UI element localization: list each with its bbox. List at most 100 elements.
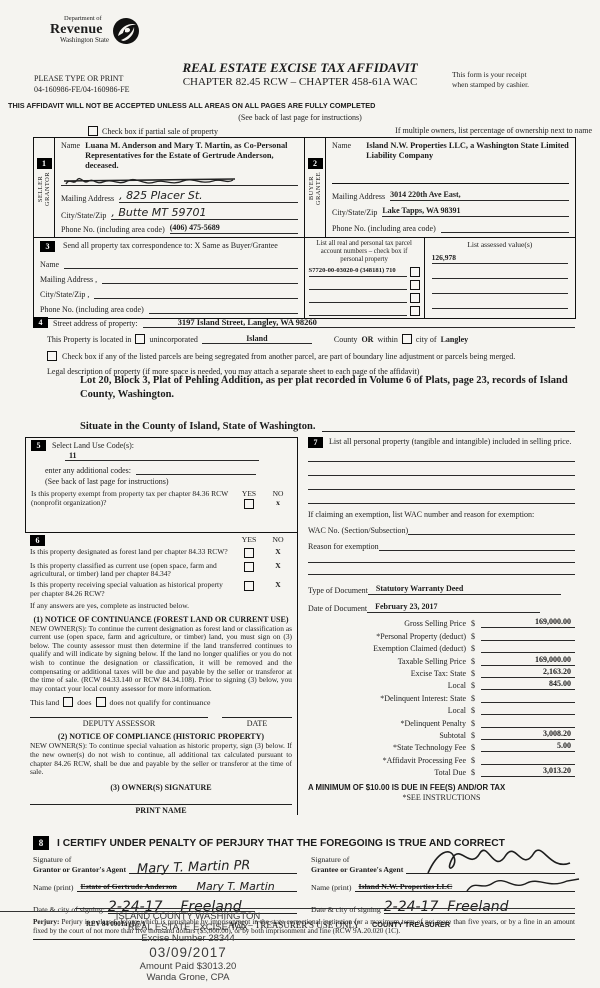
grantor-sig-label-2: Grantor or Grantor's Agent bbox=[33, 864, 127, 874]
perjury-lead: Perjury: bbox=[33, 918, 60, 926]
section1-number-badge: 1 bbox=[36, 158, 52, 169]
seller-mailing-value[interactable]: , 825 Placer St. bbox=[119, 189, 298, 203]
personal-property-line-4[interactable] bbox=[308, 490, 575, 504]
seller-csz-label: City/State/Zip bbox=[61, 210, 107, 220]
parcel-number-3[interactable] bbox=[308, 293, 407, 304]
wac-label: WAC No. (Section/Subsection) bbox=[308, 526, 409, 535]
seller-crossed-handwriting-line[interactable] bbox=[61, 172, 298, 186]
owners-signature-label: (3) OWNER(S) SIGNATURE bbox=[110, 782, 212, 792]
assessed-value-4[interactable] bbox=[431, 298, 568, 309]
fin-value-11[interactable] bbox=[481, 754, 575, 765]
unincorporated-checkbox[interactable] bbox=[135, 334, 146, 344]
city-value[interactable]: Langley bbox=[440, 335, 469, 344]
dollar-sign: $ bbox=[471, 631, 475, 641]
dollar-sign: $ bbox=[471, 755, 475, 765]
current-use-yes-checkbox[interactable] bbox=[244, 561, 254, 572]
buyer-mailing-value[interactable]: 3014 220th Ave East, bbox=[390, 190, 569, 201]
current-use-no-answer[interactable]: X bbox=[275, 560, 281, 570]
fin-value-1[interactable] bbox=[481, 630, 575, 641]
reason-field[interactable] bbox=[378, 540, 575, 551]
exempt-no-answer[interactable]: x bbox=[276, 497, 280, 507]
corr-name-field[interactable] bbox=[64, 258, 298, 269]
fin-value-8[interactable] bbox=[481, 717, 575, 728]
fin-value-4[interactable]: 2,163.20 bbox=[481, 667, 575, 678]
fin-value-5[interactable]: 845.00 bbox=[481, 679, 575, 691]
parcel-personal-checkbox-3[interactable] bbox=[409, 293, 420, 304]
fin-value-9[interactable]: 3,008.20 bbox=[481, 729, 575, 740]
assessed-value-1[interactable]: 126,978 bbox=[431, 253, 568, 264]
historical-yes-checkbox[interactable] bbox=[244, 580, 254, 591]
additional-codes-field[interactable] bbox=[135, 464, 256, 475]
historical-no-answer[interactable]: X bbox=[275, 579, 281, 589]
fin-value-6[interactable] bbox=[481, 692, 575, 703]
personal-property-line-3[interactable] bbox=[308, 476, 575, 490]
legal-description-value[interactable]: Lot 20, Block 3, Plat of Pehling Additio… bbox=[80, 375, 568, 401]
fin-value-10[interactable]: 5.00 bbox=[481, 741, 575, 753]
tax-correspondence-section: 3 Send all property tax correspondence t… bbox=[34, 236, 575, 319]
parcel-personal-checkbox-2[interactable] bbox=[409, 280, 420, 291]
buyer-name-value[interactable]: Island N.W. Properties LLC, a Washington… bbox=[366, 141, 569, 160]
form-title: REAL ESTATE EXCISE TAX AFFIDAVIT bbox=[182, 60, 418, 75]
dollar-sign: $ bbox=[471, 681, 475, 691]
parcel-number-2[interactable] bbox=[308, 280, 407, 291]
land-use-code-value[interactable]: 11 bbox=[65, 451, 259, 461]
assessor-date-line[interactable]: DATE bbox=[222, 717, 292, 728]
owners-signature-line[interactable] bbox=[30, 803, 292, 805]
personal-property-line-1[interactable] bbox=[308, 448, 575, 462]
fin-value-2[interactable] bbox=[481, 642, 575, 654]
stamp-amount-paid: Amount Paid $3013.20 bbox=[139, 960, 237, 972]
fin-value-0[interactable]: 169,000.00 bbox=[481, 617, 575, 629]
parcel-number-1[interactable]: S7720-00-03020-0 (348181) 710 bbox=[308, 267, 407, 278]
county-value[interactable]: Island bbox=[201, 334, 312, 344]
seller-phone-value[interactable]: (406) 475-5689 bbox=[169, 223, 298, 234]
grantee-date-city-line[interactable]: 2-24-17 Freeland bbox=[383, 897, 575, 915]
crossed-out-handwriting-scribble bbox=[63, 177, 236, 185]
grantee-name-print-line[interactable]: Island N.W. Properties LLC bbox=[354, 875, 579, 892]
parcel-personal-checkbox-4[interactable] bbox=[409, 306, 420, 317]
grantee-signature-line[interactable] bbox=[406, 849, 575, 874]
assessed-values-header: List assessed value(s) bbox=[467, 239, 533, 249]
segregated-checkbox[interactable] bbox=[47, 351, 57, 361]
fin-value-3[interactable]: 169,000.00 bbox=[481, 655, 575, 666]
buyer-csz-value[interactable]: Lake Tapps, WA 98391 bbox=[382, 206, 569, 217]
seller-name-value[interactable]: Luana M. Anderson and Mary T. Martin, as… bbox=[85, 141, 288, 170]
fin-label-1: *Personal Property (deduct) bbox=[376, 631, 466, 641]
forest-no-answer[interactable]: X bbox=[275, 547, 281, 556]
parcel-number-4[interactable] bbox=[308, 306, 407, 317]
parcel-personal-checkbox-1[interactable] bbox=[409, 267, 420, 278]
fin-value-12[interactable]: 3,013.20 bbox=[481, 766, 575, 778]
city-checkbox[interactable] bbox=[401, 334, 412, 344]
type-of-document-value[interactable]: Statutory Warranty Deed bbox=[367, 584, 561, 595]
corr-csz-field[interactable] bbox=[94, 288, 298, 299]
forest-yes-checkbox[interactable] bbox=[244, 548, 254, 558]
exempt-yes-checkbox[interactable] bbox=[244, 498, 254, 509]
reason-line-3[interactable] bbox=[308, 563, 575, 575]
buyer-phone-value[interactable] bbox=[440, 222, 569, 233]
treasurer-use-only-label: ACE – TREASURER'S USE ONLY bbox=[228, 920, 360, 930]
does-not-qualify-checkbox[interactable] bbox=[95, 697, 106, 708]
corr-mailing-field[interactable] bbox=[102, 273, 298, 284]
fin-value-7[interactable] bbox=[481, 704, 575, 716]
grantor-name-print-line[interactable]: Estate of Gertrude Anderson Mary T. Mart… bbox=[76, 875, 297, 893]
seller-phone-label: Phone No. (including area code) bbox=[61, 224, 165, 234]
street-address-value[interactable]: 3197 Island Street, Langley, WA 98260 bbox=[142, 317, 575, 328]
reason-line-2[interactable] bbox=[308, 551, 575, 563]
grantor-signature-line[interactable]: Mary T. Martin PR bbox=[129, 857, 297, 877]
deputy-assessor-line[interactable]: DEPUTY ASSESSOR bbox=[30, 717, 208, 728]
seller-csz-value[interactable]: , Butte MT 59701 bbox=[111, 206, 298, 220]
does-qualify-checkbox[interactable] bbox=[63, 697, 74, 708]
send-correspondence-label: Send all property tax correspondence to:… bbox=[63, 240, 278, 250]
stamp-reet-line: REAL ESTATE EXCISE TAX bbox=[127, 922, 249, 934]
assessed-value-2[interactable] bbox=[431, 268, 568, 279]
dollar-sign: $ bbox=[471, 619, 475, 629]
stamp-date: 03/09/2017 bbox=[149, 944, 227, 960]
partial-sale-checkbox[interactable] bbox=[88, 126, 98, 136]
sec5-yes-header: YES bbox=[241, 489, 257, 498]
personal-property-line-2[interactable] bbox=[308, 462, 575, 476]
stamp-excise-number: Excise Number 28344 bbox=[141, 933, 235, 945]
assessed-value-3[interactable] bbox=[431, 283, 568, 294]
corr-phone-field[interactable] bbox=[148, 303, 298, 314]
wac-field[interactable] bbox=[408, 524, 575, 535]
date-of-document-value[interactable]: February 23, 2017 bbox=[367, 602, 541, 613]
